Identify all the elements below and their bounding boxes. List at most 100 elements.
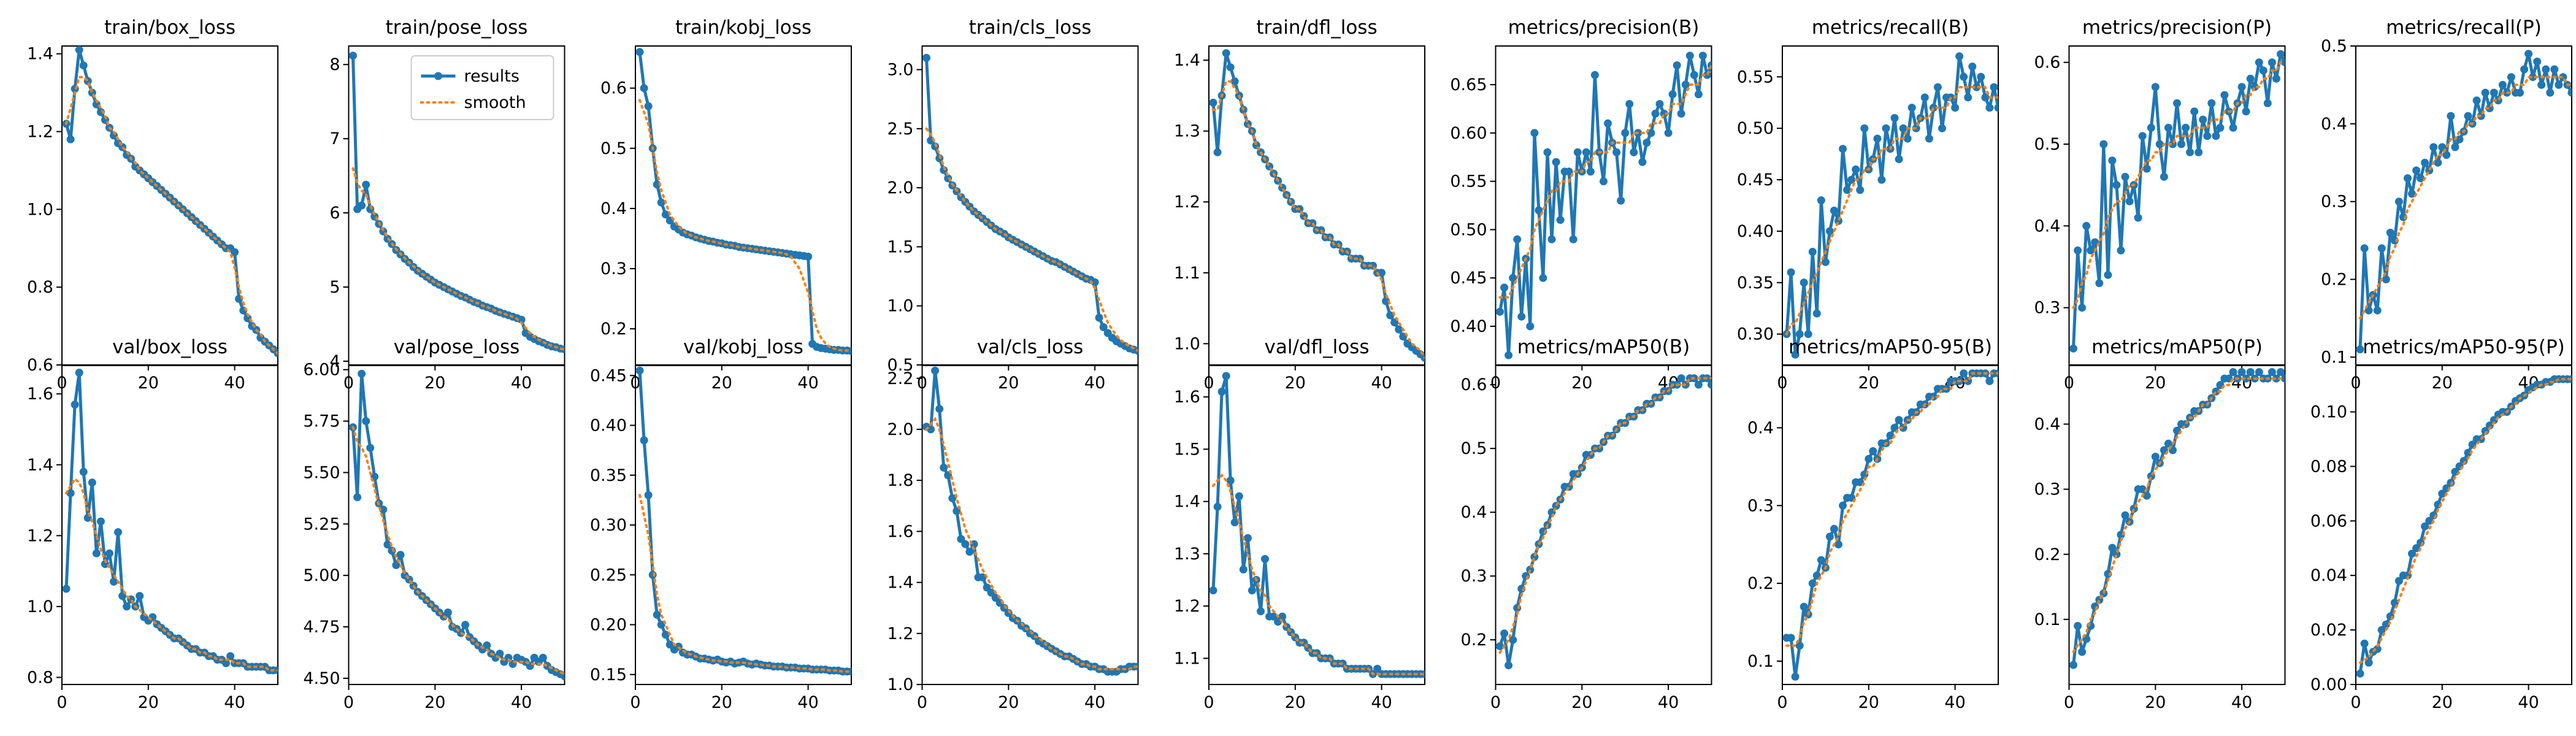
y-tick-label: 5.00 bbox=[303, 566, 340, 585]
results-point bbox=[2451, 143, 2459, 151]
results-point bbox=[2281, 58, 2285, 67]
results-point bbox=[2220, 91, 2229, 99]
results-point bbox=[1230, 518, 1239, 527]
y-tick-label: 0.2 bbox=[600, 320, 627, 339]
results-point bbox=[75, 46, 83, 54]
results-point bbox=[940, 463, 948, 472]
results-point bbox=[1839, 501, 1847, 510]
y-tick-label: 1.1 bbox=[1174, 264, 1200, 283]
y-tick-label: 0.3 bbox=[2321, 193, 2347, 212]
y-tick-label: 0.4 bbox=[600, 199, 627, 218]
results-point bbox=[1677, 374, 1685, 383]
axes-frame bbox=[348, 365, 565, 685]
panel-title: train/box_loss bbox=[104, 17, 236, 39]
results-point bbox=[1655, 100, 1664, 108]
results-point bbox=[1395, 325, 1403, 334]
results-point bbox=[2272, 374, 2280, 383]
y-tick-label: 0.5 bbox=[1461, 439, 1487, 458]
results-point bbox=[2255, 368, 2263, 377]
results-point bbox=[1590, 71, 1599, 79]
y-tick-label: 0.06 bbox=[2310, 512, 2347, 531]
results-point bbox=[2151, 453, 2160, 461]
results-point bbox=[396, 551, 405, 559]
legend-results-label: results bbox=[464, 67, 519, 86]
results-point bbox=[1517, 312, 1526, 321]
results-point bbox=[2078, 648, 2087, 656]
y-tick-label: 1.4 bbox=[27, 456, 53, 475]
panel-title: metrics/mAP50-95(P) bbox=[2363, 336, 2564, 358]
results-point bbox=[2377, 626, 2386, 634]
y-tick-label: 0.65 bbox=[1450, 75, 1487, 94]
y-tick-label: 1.2 bbox=[27, 123, 53, 142]
plot-area bbox=[1496, 52, 1712, 359]
results-point bbox=[2537, 80, 2546, 89]
results-point bbox=[2507, 73, 2515, 82]
results-point bbox=[1509, 635, 1517, 644]
results-point bbox=[1843, 186, 1852, 194]
y-tick-label: 0.4 bbox=[1461, 503, 1487, 522]
y-tick-label: 0.2 bbox=[1747, 574, 1774, 593]
results-point bbox=[1509, 274, 1517, 282]
results-point bbox=[2360, 639, 2369, 648]
results-point bbox=[2229, 123, 2237, 132]
y-tick-label: 0.5 bbox=[2034, 135, 2061, 154]
plot-area bbox=[922, 53, 1138, 355]
results-point bbox=[2529, 73, 2537, 82]
results-point bbox=[2438, 489, 2447, 498]
results-point bbox=[1690, 71, 1698, 79]
results-point bbox=[2498, 80, 2507, 89]
x-tick-label: 20 bbox=[424, 693, 445, 712]
y-tick-label: 1.2 bbox=[1174, 597, 1200, 616]
results-point bbox=[644, 491, 653, 499]
panel-title: metrics/precision(B) bbox=[1508, 17, 1700, 39]
results-point bbox=[648, 570, 657, 579]
y-tick-label: 1.6 bbox=[887, 522, 914, 541]
results-point bbox=[358, 201, 366, 210]
results-point bbox=[362, 417, 370, 426]
y-tick-label: 0.3 bbox=[600, 259, 627, 278]
results-point bbox=[1647, 129, 1655, 137]
results-point bbox=[1600, 177, 1608, 186]
results-point bbox=[1547, 235, 1556, 243]
results-point bbox=[1386, 311, 1395, 320]
plot-area bbox=[349, 52, 565, 354]
results-point bbox=[2386, 228, 2394, 237]
smooth-line bbox=[2072, 377, 2285, 653]
results-point bbox=[1890, 113, 1899, 122]
y-tick-label: 1.0 bbox=[887, 675, 914, 694]
results-point bbox=[2281, 374, 2285, 383]
axes-frame bbox=[1208, 365, 1425, 685]
results-point bbox=[1951, 104, 1960, 112]
y-tick-label: 0.5 bbox=[600, 139, 627, 158]
y-tick-label: 0.4 bbox=[1747, 418, 1774, 437]
y-tick-label: 0.1 bbox=[1747, 652, 1774, 671]
y-tick-label: 0.30 bbox=[1737, 325, 1774, 344]
y-tick-label: 0.35 bbox=[1737, 274, 1774, 293]
results-point bbox=[1907, 104, 1916, 112]
axes-frame bbox=[921, 365, 1139, 685]
results-point bbox=[105, 549, 113, 558]
results-point bbox=[1830, 524, 1838, 533]
y-tick-label: 0.02 bbox=[2310, 621, 2347, 640]
results-point bbox=[1500, 629, 1509, 638]
axes-frame bbox=[1782, 365, 1999, 685]
x-tick-label: 40 bbox=[1084, 693, 1105, 712]
plot-area bbox=[2356, 50, 2572, 354]
panel-title: val/cls_loss bbox=[977, 336, 1084, 358]
results-point bbox=[2108, 156, 2117, 165]
results-point bbox=[927, 425, 935, 434]
results-point bbox=[1261, 554, 1269, 563]
results-point bbox=[2425, 516, 2434, 525]
y-tick-label: 2.2 bbox=[887, 369, 914, 388]
plot-area bbox=[635, 48, 851, 355]
results-point bbox=[1860, 124, 1869, 132]
results-point bbox=[362, 180, 370, 189]
y-tick-label: 0.50 bbox=[1737, 119, 1774, 138]
y-tick-label: 6 bbox=[329, 204, 340, 223]
panel-metrics-map50-95-p: metrics/mAP50-95(P) 0 20 40 0.00 0.02 0.04 0.06… bbox=[2310, 336, 2572, 712]
y-tick-label: 0.3 bbox=[1747, 496, 1774, 515]
results-point bbox=[2485, 421, 2494, 430]
results-point bbox=[1095, 313, 1103, 322]
